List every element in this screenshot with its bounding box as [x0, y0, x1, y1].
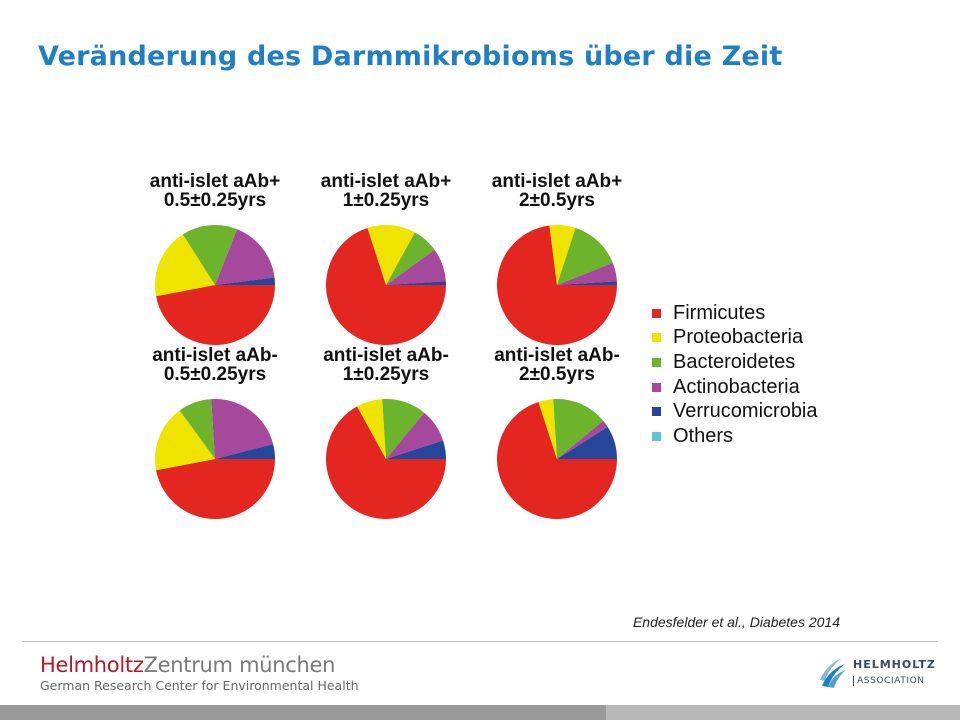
legend-item: Proteobacteria [652, 326, 818, 351]
association-subtitle: ASSOCIATION [853, 676, 925, 686]
association-name: HELMHOLTZ [853, 658, 936, 671]
pie-slice-bacteroidetes [386, 232, 435, 285]
pie-title: anti-islet aAb- 0.5±0.25yrs [130, 346, 300, 384]
pie-title-line2: 1±0.25yrs [342, 190, 430, 211]
pie-slice-bacteroidetes [182, 224, 238, 285]
pie-title-line2: 0.5±0.25yrs [163, 364, 267, 385]
pie-slice-actinobacteria [557, 420, 608, 459]
helmholtz-association-logo: HELMHOLTZ ASSOCIATION [818, 652, 935, 698]
pie-chart [154, 399, 275, 520]
pie-slice-proteobacteria [154, 234, 215, 297]
pie-title-line1: anti-islet aAb- [494, 345, 620, 366]
pie-panel: anti-islet aAb+ 2±0.5yrs [472, 172, 642, 372]
pie-slice-bacteroidetes [179, 399, 215, 459]
legend-item: Actinobacteria [652, 375, 818, 400]
brand-name-part1: Helmholtz [40, 653, 144, 677]
pie-slice-bacteroidetes [553, 399, 604, 459]
pie-slice-bacteroidetes [557, 227, 613, 285]
pie-slice-firmicutes [326, 227, 446, 346]
pie-slice-actinobacteria [211, 399, 274, 459]
legend-swatch [652, 431, 661, 441]
pie-chart [497, 224, 617, 345]
pie-slice-firmicutes [326, 406, 446, 519]
pie-slice-firmicutes [156, 285, 275, 346]
brand-name-part2: Zentrum münchen [143, 653, 336, 677]
pie-slice-actinobacteria [386, 249, 446, 285]
pie-slice-verrucomicrobia [557, 426, 617, 459]
legend-swatch [652, 407, 661, 417]
pie-slice-verrucomicrobia [215, 444, 275, 459]
legend-label: Others [673, 424, 734, 447]
footer-divider [22, 641, 938, 642]
pie-title: anti-islet aAb+ 2±0.5yrs [472, 172, 642, 210]
pie-title-line2: 2±0.5yrs [519, 364, 595, 385]
pie-title-line1: anti-islet aAb- [152, 345, 278, 366]
pie-title-line1: anti-islet aAb+ [149, 171, 281, 192]
pie-chart [154, 224, 275, 346]
legend-swatch [652, 357, 661, 367]
helmholtz-wave-icon [820, 658, 846, 688]
pie-slice-verrucomicrobia [215, 277, 275, 285]
pie-slice-firmicutes [156, 459, 275, 520]
pie-panel: anti-islet aAb- 1±0.25yrs [301, 346, 471, 546]
footer-bar-end [606, 705, 960, 720]
pie-slice-actinobacteria [557, 262, 617, 285]
pie-slice-bacteroidetes [382, 399, 425, 459]
pie-slice-verrucomicrobia [557, 281, 617, 285]
legend-item: Bacteroidetes [652, 350, 818, 375]
chart-legend: Firmicutes Proteobacteria Bacteroidetes … [652, 301, 818, 449]
pie-slice-actinobacteria [215, 229, 275, 285]
legend-swatch [652, 333, 661, 343]
legend-item: Verrucomicrobia [652, 399, 818, 424]
pie-title: anti-islet aAb+ 0.5±0.25yrs [130, 172, 300, 210]
pie-title: anti-islet aAb+ 1±0.25yrs [301, 172, 471, 210]
pie-slice-proteobacteria [549, 224, 576, 285]
pie-title-line1: anti-islet aAb+ [491, 171, 623, 192]
helmholtz-zentrum-logo: HelmholtzZentrum münchen German Research… [40, 653, 359, 695]
pie-panel: anti-islet aAb- 2±0.5yrs [472, 346, 642, 546]
legend-label: Actinobacteria [673, 375, 800, 398]
pie-slice-firmicutes [497, 401, 617, 520]
pie-slice-proteobacteria [154, 410, 215, 471]
slide-title: Veränderung des Darmmikrobioms über die … [38, 41, 783, 72]
pie-chart [326, 225, 446, 346]
pie-slice-proteobacteria [357, 399, 386, 459]
brand-name: HelmholtzZentrum münchen [40, 653, 359, 677]
pie-panel: anti-islet aAb+ 1±0.25yrs [301, 172, 471, 372]
pie-slice-verrucomicrobia [386, 440, 446, 459]
legend-label: Proteobacteria [673, 326, 804, 349]
pie-panel: anti-islet aAb- 0.5±0.25yrs [130, 346, 300, 546]
legend-swatch [652, 382, 661, 392]
legend-label: Bacteroidetes [673, 350, 796, 373]
pie-slice-verrucomicrobia [386, 281, 446, 285]
pie-title: anti-islet aAb- 1±0.25yrs [301, 346, 471, 384]
legend-item: Others [652, 424, 818, 449]
pie-title-line2: 2±0.5yrs [519, 190, 595, 211]
pie-slice-firmicutes [497, 225, 617, 345]
pie-title-line2: 1±0.25yrs [342, 364, 430, 385]
citation: Endesfelder et al., Diabetes 2014 [632, 614, 840, 630]
legend-label: Verrucomicrobia [673, 400, 818, 423]
pie-title-line2: 0.5±0.25yrs [163, 190, 267, 211]
pie-chart [497, 399, 617, 520]
pie-slice-actinobacteria [386, 412, 444, 459]
pie-chart [326, 399, 446, 519]
legend-label: Firmicutes [673, 301, 766, 324]
pie-title: anti-islet aAb- 2±0.5yrs [472, 346, 642, 384]
legend-swatch [652, 308, 661, 318]
pie-title-line1: anti-islet aAb+ [320, 171, 452, 192]
pie-title-line1: anti-islet aAb- [323, 345, 449, 366]
brand-subtitle: German Research Center for Environmental… [40, 678, 359, 693]
pie-slice-proteobacteria [367, 225, 415, 285]
pie-panel: anti-islet aAb+ 0.5±0.25yrs [130, 172, 300, 372]
legend-item: Firmicutes [652, 301, 818, 326]
pie-slice-proteobacteria [538, 399, 557, 459]
